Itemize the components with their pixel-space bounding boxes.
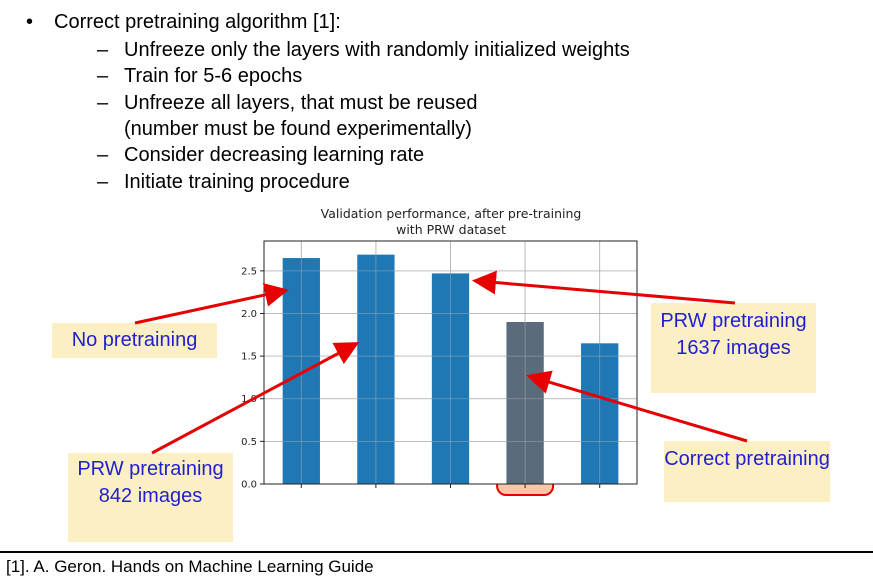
y-tick-label: 1.5 bbox=[241, 352, 257, 363]
callout-no-pretraining: No pretraining bbox=[52, 323, 217, 358]
sub-bullet-text: Initiate training procedure bbox=[124, 171, 350, 193]
main-bullet: • Correct pretraining algorithm [1]: bbox=[26, 8, 341, 36]
callout-correct-pretraining: Correct pretraining bbox=[664, 441, 830, 502]
y-tick-label: 0.5 bbox=[241, 437, 257, 448]
callout-prw-1637: PRW pretraining 1637 images bbox=[651, 303, 816, 393]
main-bullet-text: Correct pretraining algorithm [1]: bbox=[54, 11, 341, 33]
sub-bullet-text: Unfreeze all layers, that must be reused bbox=[124, 92, 478, 114]
callout-prw-842: PRW pretraining 842 images bbox=[68, 453, 233, 542]
dash-icon: – bbox=[97, 92, 109, 114]
y-tick-label: 1.0 bbox=[241, 394, 257, 405]
sub-bullet: – Unfreeze only the layers with randomly … bbox=[97, 37, 630, 63]
sub-bullet: – Initiate training procedure bbox=[97, 169, 350, 195]
sub-bullet-text: Train for 5-6 epochs bbox=[124, 65, 303, 87]
footer-citation: [1]. A. Geron. Hands on Machine Learning… bbox=[6, 557, 374, 576]
sub-bullet: – Consider decreasing learning rate bbox=[97, 142, 424, 168]
y-tick-label: 0.0 bbox=[241, 480, 257, 491]
footer-divider bbox=[0, 551, 873, 553]
sub-bullet: – Unfreeze all layers, that must be reuse… bbox=[97, 90, 478, 116]
chart-title-line-2: with PRW dataset bbox=[396, 222, 506, 237]
sub-bullet-continuation: (number must be found experimentally) bbox=[124, 118, 472, 140]
sub-bullet-text: Unfreeze only the layers with randomly i… bbox=[124, 39, 630, 61]
dash-icon: – bbox=[97, 39, 109, 61]
dash-icon: – bbox=[97, 144, 109, 166]
chart-title-line-1: Validation performance, after pre-traini… bbox=[321, 206, 582, 221]
sub-bullet: – Train for 5-6 epochs bbox=[97, 63, 302, 89]
dash-icon: – bbox=[97, 65, 109, 87]
sub-bullet-text: Consider decreasing learning rate bbox=[124, 144, 425, 166]
y-tick-label: 2.0 bbox=[241, 309, 257, 320]
dash-icon: – bbox=[97, 171, 109, 193]
y-tick-label: 2.5 bbox=[241, 266, 257, 277]
bullet-dot: • bbox=[26, 11, 34, 33]
